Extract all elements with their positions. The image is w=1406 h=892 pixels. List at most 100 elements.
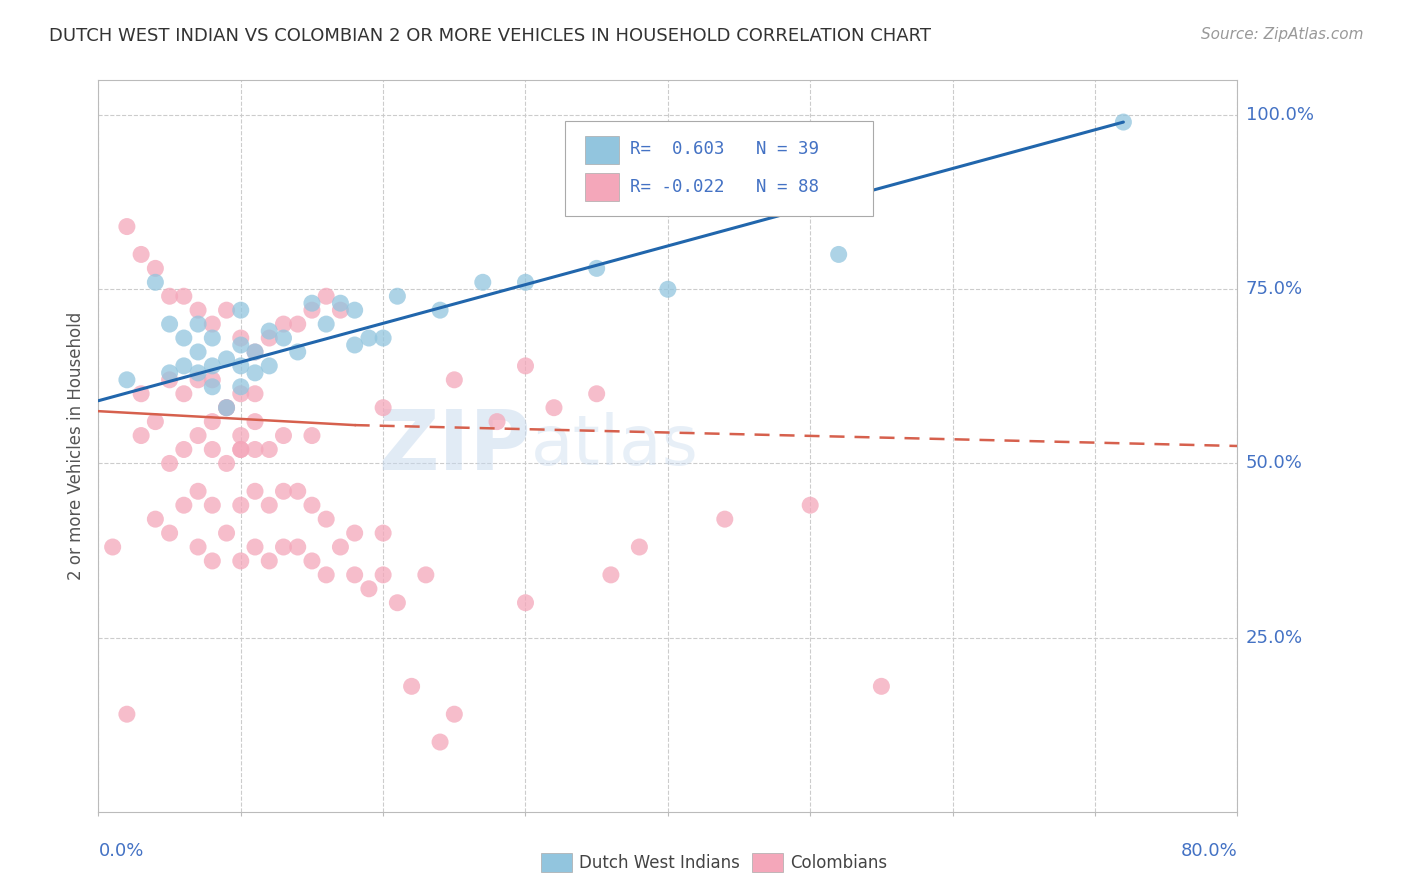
Point: [187, 317, 209, 331]
Text: R= -0.022   N = 88: R= -0.022 N = 88: [630, 178, 820, 196]
Point: [429, 303, 451, 318]
Text: Source: ZipAtlas.com: Source: ZipAtlas.com: [1201, 27, 1364, 42]
Point: [373, 401, 395, 415]
FancyBboxPatch shape: [585, 136, 619, 163]
Point: [343, 338, 366, 352]
Point: [243, 366, 266, 380]
Text: Dutch West Indians: Dutch West Indians: [579, 854, 740, 871]
Point: [259, 331, 281, 345]
Point: [187, 484, 209, 499]
Point: [287, 317, 309, 331]
Point: [287, 345, 309, 359]
Point: [187, 345, 209, 359]
Point: [201, 331, 224, 345]
Point: [173, 386, 195, 401]
Point: [229, 338, 252, 352]
Point: [259, 498, 281, 512]
Point: [415, 567, 437, 582]
Point: [828, 247, 851, 261]
Point: [273, 484, 295, 499]
Point: [273, 428, 295, 442]
Point: [201, 498, 224, 512]
Point: [870, 679, 893, 693]
Point: [387, 289, 409, 303]
Point: [201, 554, 224, 568]
Point: [243, 540, 266, 554]
Point: [443, 373, 465, 387]
Point: [201, 415, 224, 429]
Point: [515, 596, 537, 610]
Point: [159, 526, 181, 541]
Text: 0.0%: 0.0%: [98, 842, 143, 860]
Point: [229, 554, 252, 568]
Point: [657, 282, 679, 296]
Point: [273, 540, 295, 554]
Point: [471, 275, 494, 289]
Point: [115, 219, 138, 234]
Point: [229, 442, 252, 457]
Point: [714, 512, 737, 526]
Point: [173, 289, 195, 303]
Point: [215, 351, 238, 366]
Point: [201, 380, 224, 394]
Point: [259, 554, 281, 568]
Point: [515, 275, 537, 289]
Point: [129, 247, 152, 261]
Point: [229, 442, 252, 457]
Point: [229, 359, 252, 373]
Text: Colombians: Colombians: [790, 854, 887, 871]
Point: [159, 373, 181, 387]
Point: [173, 359, 195, 373]
Point: [357, 582, 380, 596]
Point: [273, 331, 295, 345]
Point: [600, 567, 623, 582]
Point: [628, 540, 651, 554]
Point: [201, 317, 224, 331]
Point: [215, 401, 238, 415]
Point: [287, 484, 309, 499]
Point: [243, 345, 266, 359]
Point: [515, 359, 537, 373]
Point: [315, 567, 337, 582]
Point: [215, 457, 238, 471]
Point: [159, 366, 181, 380]
Point: [357, 331, 380, 345]
Point: [215, 526, 238, 541]
Point: [401, 679, 423, 693]
Point: [301, 554, 323, 568]
Point: [343, 526, 366, 541]
Point: [229, 386, 252, 401]
Point: [187, 373, 209, 387]
Point: [145, 512, 167, 526]
Text: 100.0%: 100.0%: [1246, 106, 1313, 124]
Text: 25.0%: 25.0%: [1246, 629, 1303, 647]
Point: [187, 540, 209, 554]
Point: [159, 289, 181, 303]
Point: [301, 498, 323, 512]
Text: 80.0%: 80.0%: [1181, 842, 1237, 860]
Point: [215, 303, 238, 318]
Point: [129, 386, 152, 401]
Point: [343, 567, 366, 582]
FancyBboxPatch shape: [565, 120, 873, 216]
Point: [259, 359, 281, 373]
Point: [486, 415, 509, 429]
Point: [187, 303, 209, 318]
Point: [173, 498, 195, 512]
Point: [229, 380, 252, 394]
Point: [1112, 115, 1135, 129]
Point: [301, 428, 323, 442]
Point: [129, 428, 152, 442]
Text: 50.0%: 50.0%: [1246, 454, 1302, 473]
Point: [373, 526, 395, 541]
Point: [329, 303, 352, 318]
Point: [543, 401, 565, 415]
Point: [443, 707, 465, 722]
Point: [159, 457, 181, 471]
Point: [243, 415, 266, 429]
Point: [173, 331, 195, 345]
Text: R=  0.603   N = 39: R= 0.603 N = 39: [630, 140, 820, 158]
Point: [101, 540, 124, 554]
FancyBboxPatch shape: [585, 173, 619, 201]
Point: [215, 401, 238, 415]
